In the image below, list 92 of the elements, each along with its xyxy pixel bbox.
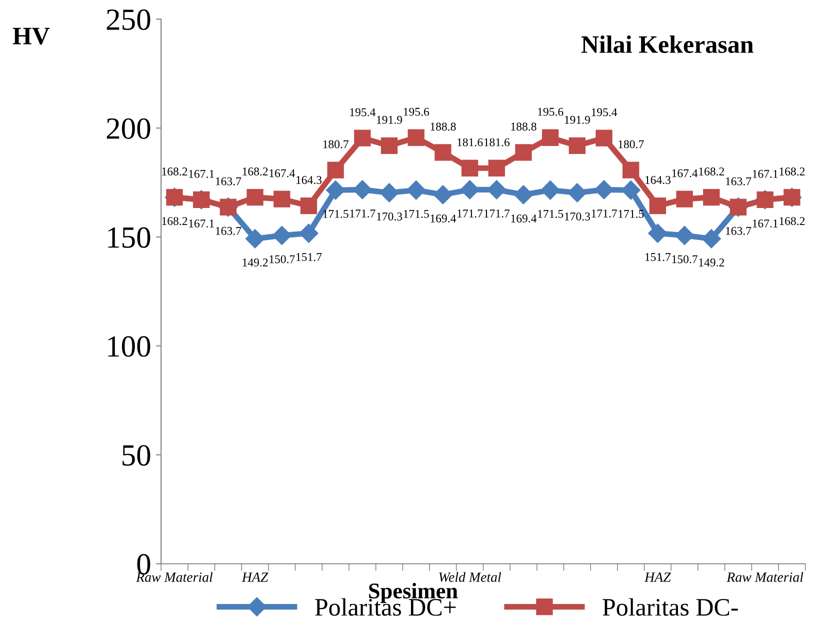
- point: [408, 129, 424, 146]
- x-tick-label: Raw Material: [136, 572, 213, 582]
- data-label: 163.7: [726, 226, 752, 235]
- data-label: 171.5: [618, 210, 644, 218]
- data-label: 168.2: [780, 217, 805, 226]
- point: [542, 129, 559, 146]
- data-label: 181.6: [458, 138, 483, 146]
- y-tick-label: 150: [108, 227, 150, 248]
- point: [246, 188, 264, 206]
- data-label: 170.3: [377, 212, 402, 221]
- point: [703, 188, 720, 206]
- data-label: 171.7: [592, 210, 617, 218]
- y-axis-title: HV: [12, 28, 50, 45]
- point: [648, 224, 668, 243]
- x-tick-label: Raw Material: [726, 572, 804, 582]
- data-label: 168.2: [780, 168, 805, 176]
- data-label: 195.6: [404, 108, 430, 116]
- data-label: 163.7: [216, 177, 242, 186]
- data-label: 195.6: [538, 108, 564, 116]
- data-label: 167.4: [270, 169, 295, 178]
- data-label: 167.1: [189, 170, 214, 178]
- data-label: 164.3: [645, 176, 671, 184]
- y-tick-label: 0: [137, 554, 150, 575]
- point: [433, 185, 452, 204]
- text: Nilai Kekerasan: [581, 35, 754, 54]
- point: [675, 226, 694, 245]
- data-label: 180.7: [618, 140, 644, 148]
- data-label: 171.7: [458, 210, 483, 218]
- data-label: 163.7: [726, 177, 752, 186]
- point: [272, 226, 292, 245]
- point: [327, 162, 344, 178]
- data-label: 171.7: [350, 210, 376, 218]
- y-tick-label: 100: [108, 336, 150, 357]
- data-label: 171.5: [404, 210, 429, 218]
- data-label: 188.8: [430, 122, 456, 131]
- data-label: 149.2: [242, 258, 268, 267]
- x-tick-label: HAZ: [644, 572, 671, 582]
- y-tick-label: 200: [106, 118, 150, 139]
- data-label: 171.5: [323, 210, 348, 218]
- point: [702, 229, 721, 248]
- point: [515, 144, 532, 161]
- data-label: 188.8: [511, 122, 536, 131]
- point: [300, 197, 318, 214]
- y-tick-label: 250: [106, 9, 150, 30]
- data-label: 168.2: [699, 168, 724, 176]
- x-tick-label: HAZ: [242, 572, 268, 582]
- data-label: 168.2: [162, 168, 188, 176]
- point: [354, 130, 371, 146]
- data-label: 195.4: [592, 108, 618, 116]
- data-label: 164.3: [296, 176, 322, 184]
- point: [380, 183, 399, 202]
- data-label: 150.7: [672, 255, 698, 264]
- point: [461, 160, 478, 176]
- point: [596, 130, 612, 146]
- data-label: 191.9: [377, 116, 402, 124]
- data-label: 171.7: [484, 210, 510, 218]
- data-label: 169.4: [430, 214, 456, 223]
- point: [380, 137, 398, 154]
- data-label: 170.3: [564, 212, 590, 221]
- point: [676, 190, 693, 208]
- point: [274, 190, 290, 208]
- data-label: 167.1: [189, 220, 214, 228]
- point: [406, 180, 426, 200]
- data-label: 168.2: [162, 217, 188, 226]
- point: [568, 137, 586, 154]
- point: [540, 180, 560, 200]
- data-label: 181.6: [484, 138, 510, 146]
- data-label: 191.9: [564, 116, 590, 124]
- data-label: 171.5: [538, 210, 564, 218]
- data-label: 167.1: [752, 220, 778, 228]
- point: [488, 160, 505, 176]
- data-label: 151.7: [296, 253, 322, 262]
- y-tick-label: 50: [122, 445, 150, 466]
- point: [514, 185, 534, 204]
- point: [434, 144, 452, 161]
- data-label: 195.4: [350, 108, 376, 116]
- point: [649, 197, 666, 214]
- data-label: 163.7: [216, 226, 242, 235]
- x-tick-label: Weld Metal: [439, 572, 502, 582]
- point: [568, 183, 587, 202]
- data-label: 151.7: [645, 253, 671, 262]
- legend-label: Polaritas DC-: [602, 598, 738, 616]
- data-label: 169.4: [511, 214, 537, 223]
- point: [299, 224, 318, 243]
- point: [245, 229, 265, 248]
- data-label: 167.4: [672, 169, 698, 178]
- data-label: 167.1: [752, 170, 778, 178]
- data-label: 150.7: [270, 255, 295, 264]
- data-label: 168.2: [242, 168, 268, 176]
- data-label: 149.2: [699, 258, 724, 267]
- data-label: 180.7: [323, 140, 349, 148]
- point: [622, 162, 640, 178]
